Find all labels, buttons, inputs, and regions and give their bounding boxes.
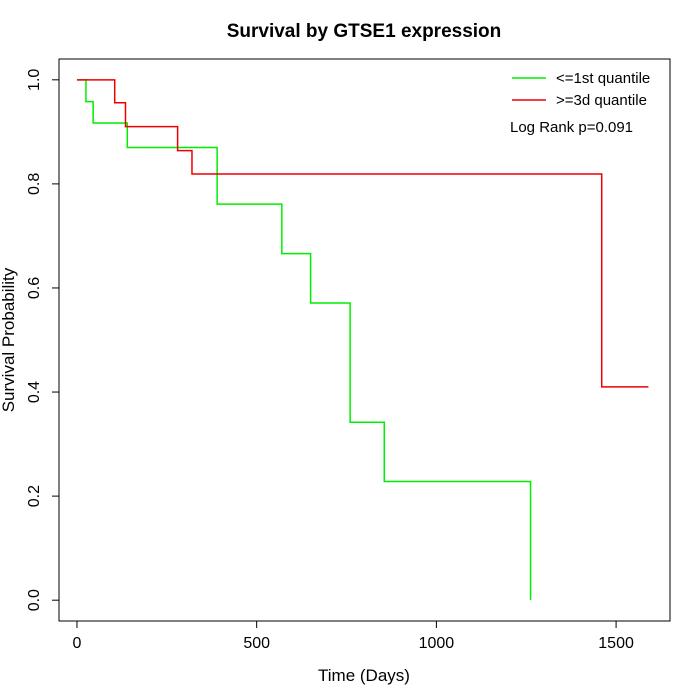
x-tick-label: 0 (73, 635, 82, 652)
y-tick-label: 0.2 (26, 485, 43, 507)
log-rank-annotation: Log Rank p=0.091 (510, 119, 633, 136)
chart-title: Survival by GTSE1 expression (227, 21, 502, 42)
legend-label-low: <=1st quantile (556, 70, 650, 87)
y-axis-label: Survival Probability (0, 267, 18, 412)
y-tick-label: 0.6 (26, 277, 43, 299)
series-layer (76, 79, 649, 601)
survival-curve-high (76, 79, 649, 388)
x-tick-label: 1000 (419, 635, 455, 652)
x-tick-label: 500 (243, 635, 270, 652)
x-axis-label: Time (Days) (318, 666, 410, 685)
y-tick-label: 0.4 (26, 381, 43, 403)
y-tick-label: 1.0 (26, 69, 43, 91)
legend: <=1st quantile >=3d quantile (512, 70, 650, 109)
y-axis: 0.0 0.2 0.4 0.6 0.8 1.0 (26, 69, 60, 611)
y-tick-label: 0.0 (26, 589, 43, 611)
survival-curve-low (76, 79, 532, 601)
y-tick-label: 0.8 (26, 173, 43, 195)
legend-label-high: >=3d quantile (556, 92, 647, 109)
plot-frame (58, 58, 671, 622)
x-tick-label: 1500 (598, 635, 634, 652)
x-axis: 0 500 1000 1500 (73, 620, 634, 652)
